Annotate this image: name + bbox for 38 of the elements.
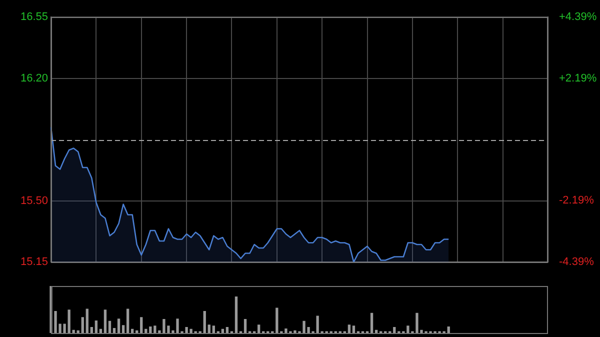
y-tick-label: 15.50 xyxy=(20,194,48,207)
bar xyxy=(393,327,396,333)
bar xyxy=(117,318,120,333)
bar xyxy=(122,325,125,333)
bar xyxy=(221,328,224,333)
y2-tick-label: -4.39% xyxy=(559,256,594,268)
bar xyxy=(144,328,148,333)
bar xyxy=(370,312,374,333)
bar xyxy=(81,317,84,333)
bar xyxy=(131,328,134,333)
bar xyxy=(126,308,130,333)
y2-tick-label: +2.19% xyxy=(559,72,597,84)
bar xyxy=(203,311,206,333)
bar xyxy=(140,317,143,333)
bar xyxy=(99,328,102,333)
y-tick-label: 16.20 xyxy=(20,72,48,84)
bar xyxy=(90,327,93,333)
bar xyxy=(94,320,98,333)
bar xyxy=(208,324,210,333)
bar xyxy=(112,328,116,333)
y-tick-label: 16.55 xyxy=(20,11,48,24)
bar xyxy=(348,324,351,333)
bar xyxy=(352,326,356,333)
bar xyxy=(447,326,450,333)
y2-tick-label: -2.19% xyxy=(559,194,594,207)
bar xyxy=(276,308,278,333)
bar xyxy=(244,319,247,333)
bar xyxy=(258,324,260,333)
bar xyxy=(86,308,88,333)
bar xyxy=(154,326,156,333)
bar xyxy=(104,310,107,333)
bar xyxy=(149,326,152,333)
bar xyxy=(226,327,229,333)
bar xyxy=(234,296,238,333)
bar xyxy=(212,326,215,333)
bar xyxy=(108,320,112,333)
y-tick-label: 15.15 xyxy=(20,256,48,268)
y2-tick-label: +4.39% xyxy=(559,11,597,24)
